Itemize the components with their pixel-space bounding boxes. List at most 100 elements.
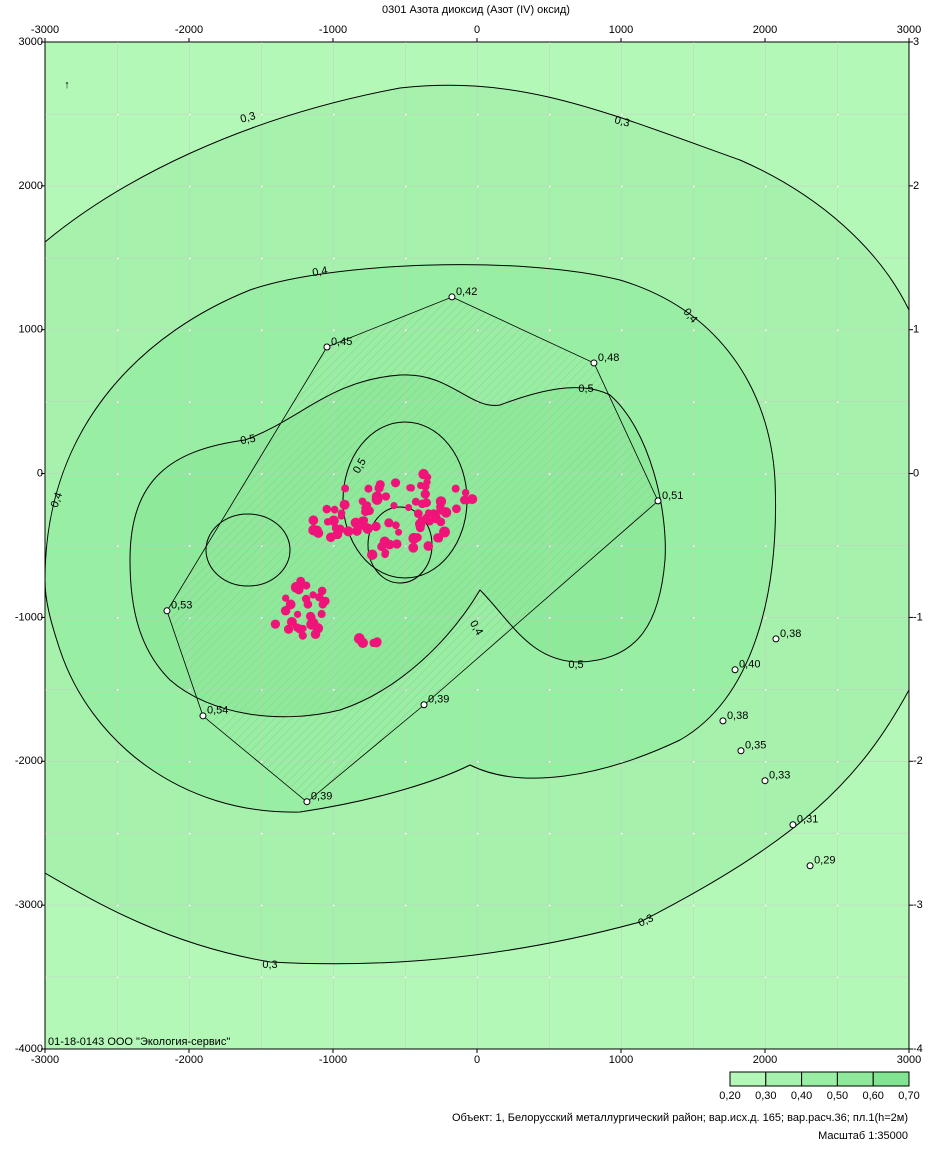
source-dot (415, 519, 426, 530)
y-tick-label: 3000 (19, 36, 43, 48)
source-dot (429, 509, 439, 519)
point-label: 0,42 (456, 286, 477, 298)
x-tick-label: 3000 (897, 1054, 921, 1066)
source-dot (371, 521, 381, 532)
source-dot (363, 501, 372, 510)
point-label: 0,39 (311, 791, 332, 803)
source-dot (408, 542, 419, 553)
calc-point (420, 701, 428, 709)
legend-label: 0,40 (791, 1090, 812, 1102)
footer-scale: Масштаб 1:35000 (818, 1130, 908, 1142)
contour-label: 0,5 (239, 433, 256, 447)
legend-label: 0,60 (862, 1090, 883, 1102)
calc-point (806, 862, 814, 870)
point-label: 0,39 (428, 694, 449, 706)
x-tick-label: -1000 (319, 1054, 347, 1066)
source-dot (467, 494, 478, 505)
contour-label: 0,3 (613, 114, 631, 130)
contour-label: 0,3 (239, 110, 257, 126)
source-dot (339, 499, 350, 510)
calc-point (772, 635, 780, 643)
y2-tick-label: -4 (913, 1043, 923, 1055)
source-dot (406, 484, 414, 492)
source-dot (328, 515, 339, 526)
x-tick-label: -3000 (31, 24, 59, 36)
plot (45, 42, 909, 1049)
contour (129, 374, 666, 718)
legend-swatch (765, 1071, 803, 1087)
source-dot (308, 515, 319, 526)
point-label: 0,38 (727, 710, 748, 722)
source-dot (283, 624, 294, 634)
y2-tick-label: 0 (913, 467, 919, 479)
x-tick-label: 0 (474, 1054, 480, 1066)
contour (205, 513, 291, 587)
source-dot (357, 637, 368, 649)
legend-swatch (872, 1071, 910, 1087)
source-dot (310, 629, 321, 639)
contour (45, 264, 777, 813)
source-dot (422, 498, 431, 508)
source-dot (413, 533, 422, 542)
source-dot (282, 594, 290, 602)
y2-tick-label: 3 (913, 36, 919, 48)
legend-label: 0,20 (719, 1090, 740, 1102)
source-dot (435, 496, 447, 507)
x-tick-label: -2000 (175, 24, 203, 36)
legend-label: 0,50 (827, 1090, 848, 1102)
y2-tick-label: 1 (913, 324, 919, 336)
y-tick-label: -4000 (15, 1043, 43, 1055)
point-label: 0,29 (814, 855, 835, 867)
source-dot (286, 616, 297, 627)
source-dot (372, 640, 381, 648)
contour-label: 0,5 (568, 659, 583, 671)
title: 0301 Азота диоксид (Азот (IV) оксид) (382, 4, 570, 16)
source-dot (435, 534, 444, 543)
point-label: 0,40 (739, 659, 760, 671)
source-dot (390, 502, 398, 510)
source-dot (366, 549, 378, 560)
source-dot (364, 484, 373, 493)
y2-tick-label: -1 (913, 611, 923, 623)
source-dot (292, 623, 302, 632)
source-dot (298, 631, 307, 640)
contour-label: 0,3 (262, 959, 277, 971)
y-tick-label: -1000 (15, 611, 43, 623)
source-dot (352, 526, 362, 536)
legend-swatch (729, 1071, 767, 1087)
x-tick-label: 0 (474, 24, 480, 36)
source-dot (318, 600, 327, 609)
source-dot (322, 504, 332, 514)
source-dot (330, 505, 339, 514)
point-label: 0,35 (745, 740, 766, 752)
source-dot (381, 550, 389, 559)
point-label: 0,48 (598, 352, 619, 364)
legend-label: 0,30 (755, 1090, 776, 1102)
source-dot (423, 541, 434, 551)
calc-point (719, 717, 727, 725)
contour-label: 0,3 (636, 912, 655, 929)
contour-label: 0,5 (578, 383, 593, 395)
y2-tick-label: -2 (913, 755, 923, 767)
source-dot (343, 526, 354, 537)
x-tick-label: 3000 (897, 24, 921, 36)
source-dot (461, 488, 470, 497)
source-dot (379, 536, 390, 547)
source-dot (361, 507, 370, 517)
source-dot (356, 518, 368, 530)
legend-swatch (801, 1071, 838, 1087)
source-dot (371, 491, 383, 503)
source-dot (337, 512, 345, 520)
footer-object: Объект: 1, Белорусский металлургический … (452, 1112, 908, 1124)
source-dot (317, 609, 326, 619)
y-tick-label: 0 (37, 467, 43, 479)
y-tick-label: 1000 (19, 324, 43, 336)
calc-point (199, 712, 207, 720)
source-dot (294, 583, 304, 593)
source-dot (405, 503, 413, 512)
source-dot (426, 518, 434, 526)
source-dot (306, 618, 317, 630)
source-dot (270, 619, 281, 629)
point-label: 0,33 (769, 770, 790, 782)
calc-point (163, 607, 171, 615)
